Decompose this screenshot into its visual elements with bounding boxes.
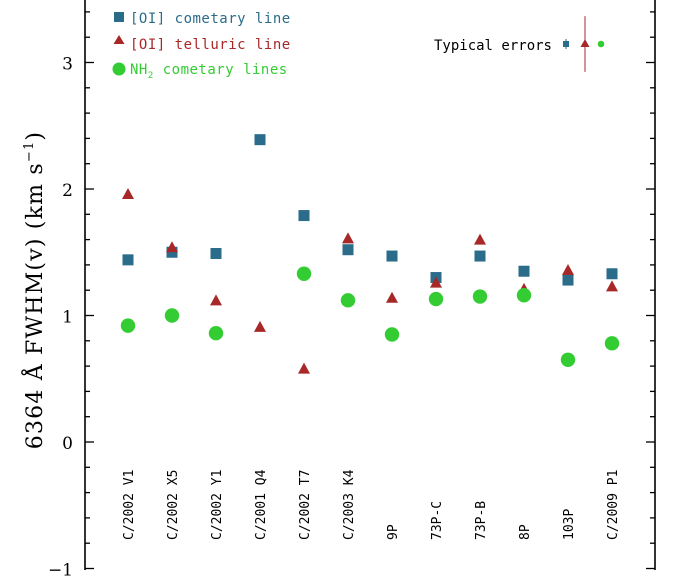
triangle-point bbox=[166, 241, 178, 253]
y-axis-ticks bbox=[85, 11, 655, 570]
y-tick-label: −1 bbox=[48, 561, 73, 581]
y-axis-tick-labels: −1 0 1 2 3 bbox=[48, 55, 73, 581]
circle-point bbox=[164, 308, 180, 323]
square-point bbox=[606, 268, 618, 280]
triangle-point bbox=[254, 320, 266, 332]
category-label: C/2002 Y1 bbox=[210, 470, 225, 540]
triangle-point bbox=[474, 233, 486, 245]
legend-square-marker bbox=[114, 12, 124, 22]
y-axis-label: 6364 Å FWHM(v) (km s−1) bbox=[20, 131, 48, 449]
category-labels: C/2002 V1 C/2002 X5 C/2002 Y1 C/2001 Q4 C/20… bbox=[122, 469, 621, 540]
triangle-point bbox=[562, 263, 574, 275]
triangle-point bbox=[606, 280, 618, 292]
y-tick-label: 0 bbox=[62, 434, 73, 454]
legend-label-oi-telluric: [OI] telluric line bbox=[130, 37, 291, 53]
category-label: 103P bbox=[562, 509, 577, 540]
typical-errors-label: Typical errors bbox=[434, 38, 552, 54]
category-label: C/2001 Q4 bbox=[254, 469, 269, 540]
plot-frame bbox=[84, 0, 656, 570]
square-point bbox=[474, 250, 486, 262]
square-point bbox=[122, 254, 134, 266]
triangle-point bbox=[430, 276, 442, 288]
triangle-point bbox=[342, 232, 354, 244]
triangle-point bbox=[298, 362, 310, 374]
category-label: 73P-C bbox=[430, 501, 445, 540]
legend-item-nh2: NH2 cometary lines bbox=[112, 62, 288, 81]
square-error-marker bbox=[563, 41, 569, 47]
category-label: 8P bbox=[518, 524, 533, 540]
y-tick-label: 1 bbox=[62, 308, 73, 328]
circle-point bbox=[296, 266, 312, 281]
circle-point bbox=[428, 291, 444, 307]
circle-point bbox=[604, 336, 620, 351]
category-label: C/2003 K4 bbox=[342, 469, 357, 540]
square-point bbox=[386, 250, 398, 262]
circle-point bbox=[384, 327, 400, 342]
legend-label-oi-cometary: [OI] cometary line bbox=[130, 11, 291, 27]
category-label: C/2002 V1 bbox=[122, 470, 137, 540]
legend-label-nh2: NH2 cometary lines bbox=[130, 62, 288, 81]
square-point bbox=[342, 244, 354, 256]
category-label: C/2002 T7 bbox=[298, 470, 313, 540]
typical-errors: Typical errors bbox=[434, 16, 605, 72]
category-label: 73P-B bbox=[474, 501, 489, 540]
legend-item-oi-telluric: [OI] telluric line bbox=[113, 35, 291, 53]
legend-circle-marker bbox=[112, 62, 126, 76]
triangle-point bbox=[210, 294, 222, 306]
circle-point bbox=[120, 318, 136, 333]
square-point bbox=[298, 210, 310, 222]
y-tick-label: 3 bbox=[62, 55, 73, 75]
square-point bbox=[254, 134, 266, 146]
circle-point bbox=[516, 288, 532, 303]
legend: [OI] cometary line [OI] telluric line NH… bbox=[112, 11, 291, 81]
circle-point bbox=[340, 293, 356, 308]
triangle-error-marker bbox=[580, 39, 590, 47]
triangle-point bbox=[122, 188, 134, 200]
legend-item-oi-cometary: [OI] cometary line bbox=[114, 11, 291, 27]
y-tick-label: 2 bbox=[62, 181, 73, 201]
category-label: 9P bbox=[386, 524, 401, 540]
triangle-point bbox=[386, 291, 398, 303]
category-label: C/2002 X5 bbox=[166, 470, 181, 540]
square-point bbox=[166, 246, 178, 258]
legend-triangle-marker bbox=[113, 35, 125, 44]
category-label: C/2009 P1 bbox=[606, 470, 621, 540]
square-point bbox=[562, 274, 574, 286]
circle-point bbox=[208, 326, 224, 341]
circle-point bbox=[560, 352, 576, 367]
square-point bbox=[210, 248, 222, 260]
data-points bbox=[120, 134, 620, 374]
square-point bbox=[518, 265, 530, 277]
circle-error-marker bbox=[597, 40, 605, 48]
circle-point bbox=[472, 289, 488, 304]
